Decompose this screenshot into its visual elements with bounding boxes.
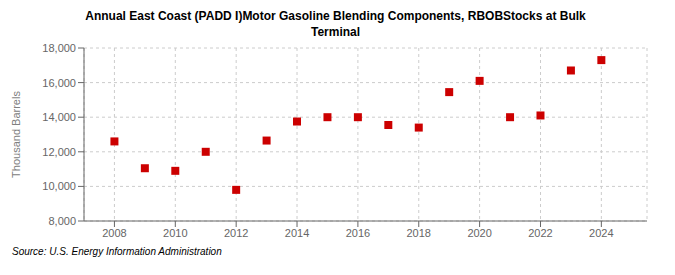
html-text:Source: U.S. Energy Informatio: Source: U.S. Energy Information Administ… — [12, 246, 222, 257]
html-text:Annual East Coast (PADD I)Moto: Annual East Coast (PADD I)Motor Gasoline… — [85, 9, 586, 23]
svg-text:12,000: 12,000 — [42, 146, 76, 158]
html-text:Terminal: Terminal — [310, 25, 361, 39]
svg-text:2012: 2012 — [224, 227, 248, 239]
svg-text:2014: 2014 — [285, 227, 309, 239]
svg-text:8,000: 8,000 — [48, 215, 76, 227]
svg-text:2022: 2022 — [528, 227, 552, 239]
svg-text:2024: 2024 — [589, 227, 613, 239]
svg-text:2018: 2018 — [407, 227, 431, 239]
svg-text:14,000: 14,000 — [42, 111, 76, 123]
svg-text:10,000: 10,000 — [42, 180, 76, 192]
svg-text:Thousand Barrels: Thousand Barrels — [10, 91, 22, 178]
svg-text:2020: 2020 — [467, 227, 491, 239]
svg-text:2016: 2016 — [346, 227, 370, 239]
svg-text:2010: 2010 — [163, 227, 187, 239]
svg-text:16,000: 16,000 — [42, 77, 76, 89]
svg-text:18,000: 18,000 — [42, 42, 76, 54]
svg-text:2008: 2008 — [102, 227, 126, 239]
